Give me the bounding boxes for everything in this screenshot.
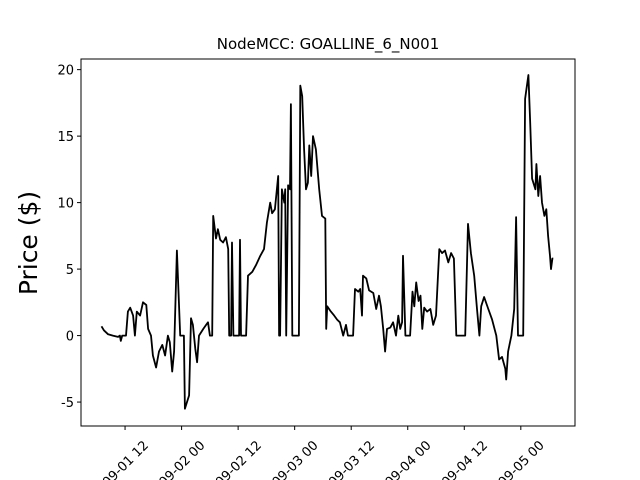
y-tick-label: 10 — [57, 197, 74, 212]
x-tick-label: 09-03 12 — [326, 438, 378, 480]
x-tick-label: 09-05 00 — [496, 438, 548, 480]
y-tick-label: 5 — [66, 263, 74, 278]
y-axis-label: Price ($) — [14, 191, 43, 295]
price-line — [100, 74, 554, 410]
y-tick-label: -5 — [61, 396, 74, 411]
plot-frame — [80, 58, 576, 427]
y-tick-label: 15 — [57, 130, 74, 145]
x-tick-label: 09-04 12 — [439, 438, 491, 480]
chart-title: NodeMCC: GOALLINE_6_N001 — [217, 35, 440, 54]
x-tick-label: 09-02 00 — [156, 438, 208, 480]
y-tick-label: 20 — [57, 64, 74, 79]
x-tick-label: 09-04 00 — [383, 438, 435, 480]
x-tick-label: 09-03 00 — [270, 438, 322, 480]
x-tick-label: 09-02 12 — [213, 438, 265, 480]
y-tick-label: 0 — [66, 330, 74, 345]
x-tick-label: 09-01 12 — [100, 438, 152, 480]
